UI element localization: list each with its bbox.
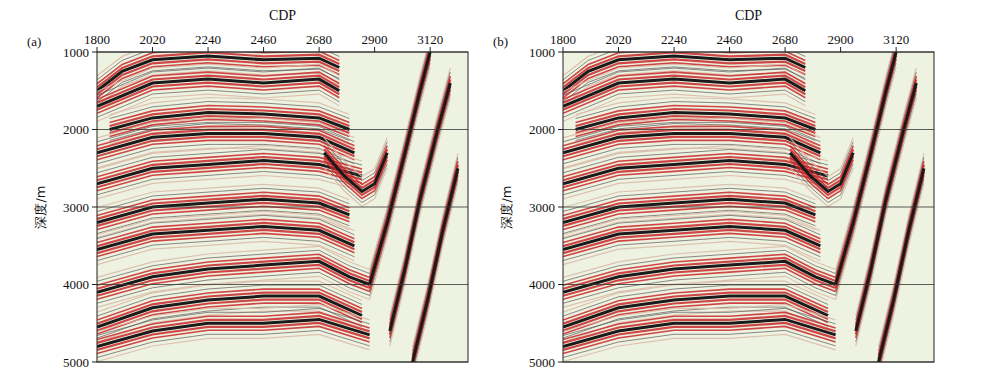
x-tick [319,47,320,52]
y-tick-label: 2000 [63,122,89,137]
x-axis-title: CDP [269,8,296,23]
x-tick [785,47,786,52]
reflector [97,161,362,184]
x-tick-label: 3120 [883,32,909,47]
x-tick-label: 2460 [251,32,277,47]
x-tick [563,47,564,52]
panel-label: (a) [27,34,41,49]
x-tick [152,47,153,52]
y-tick [558,284,563,285]
x-tick-label: 2680 [306,32,332,47]
y-tick [92,284,97,285]
x-tick [729,47,730,52]
reflector-texture [413,153,458,347]
reflector [97,133,354,152]
x-tick [374,47,375,52]
reflector [324,153,387,192]
x-tick [263,47,264,52]
y-tick [558,362,563,363]
reflector-texture [324,164,387,203]
y-tick-label: 4000 [529,277,555,292]
y-tick [92,52,97,53]
reflector [413,168,458,362]
reflector-texture [563,334,836,361]
y-tick [92,129,97,130]
y-axis-title: 深度/m [499,185,514,228]
reflector [879,168,924,362]
x-tick-label: 2460 [717,32,743,47]
reflector [563,319,836,346]
reflector [563,261,836,292]
grid-line [563,284,934,285]
y-tick [92,362,97,363]
reflector [790,153,853,192]
reflector-texture [790,164,853,203]
reflector-texture [97,326,370,353]
y-tick [558,207,563,208]
y-tick [92,207,97,208]
y-tick-label: 4000 [63,277,89,292]
x-tick [208,47,209,52]
x-tick [674,47,675,52]
reflector-texture [879,153,924,347]
y-tick [558,52,563,53]
x-tick-label: 3120 [417,32,443,47]
x-tick-label: 2900 [828,32,854,47]
y-tick-label: 1000 [63,45,89,60]
x-tick [97,47,98,52]
x-tick-label: 2900 [362,32,388,47]
y-axis-title: 深度/m [33,185,48,228]
y-tick-label: 3000 [63,200,89,215]
panel: 1800202022402460268029003120100020003000… [493,8,934,377]
x-tick [840,47,841,52]
y-tick-label: 5000 [63,355,89,370]
panel-label: (b) [493,34,508,49]
grid-line [97,129,468,130]
figure: 1800202022402460268029003120100020003000… [0,0,1000,382]
plot-frame [97,52,468,362]
reflector-texture [97,172,362,195]
grid-line [563,129,934,130]
x-tick-label: 2240 [195,32,221,47]
y-tick-label: 5000 [529,355,555,370]
reflector [836,52,897,285]
reflector [563,161,828,184]
reflector-texture [97,334,370,361]
y-tick-label: 3000 [529,200,555,215]
x-tick [618,47,619,52]
plot-frame [563,52,934,362]
x-tick [430,47,431,52]
y-tick-label: 2000 [529,122,555,137]
reflector [370,52,431,285]
x-tick-label: 2020 [140,32,166,47]
y-tick [558,129,563,130]
reflector [563,133,820,152]
plot-background [563,52,934,362]
x-tick-label: 2020 [606,32,632,47]
reflector-texture [563,172,828,195]
grid-line [563,207,934,208]
x-axis-title: CDP [735,8,762,23]
reflector-texture [563,326,836,353]
x-tick [896,47,897,52]
grid-line [97,284,468,285]
x-tick-label: 2240 [661,32,687,47]
panel: 1800202022402460268029003120100020003000… [27,8,468,377]
reflector [97,319,370,346]
y-tick-label: 1000 [529,45,555,60]
plot-background [97,52,468,362]
x-tick-label: 2680 [772,32,798,47]
reflector [97,261,370,292]
grid-line [97,207,468,208]
